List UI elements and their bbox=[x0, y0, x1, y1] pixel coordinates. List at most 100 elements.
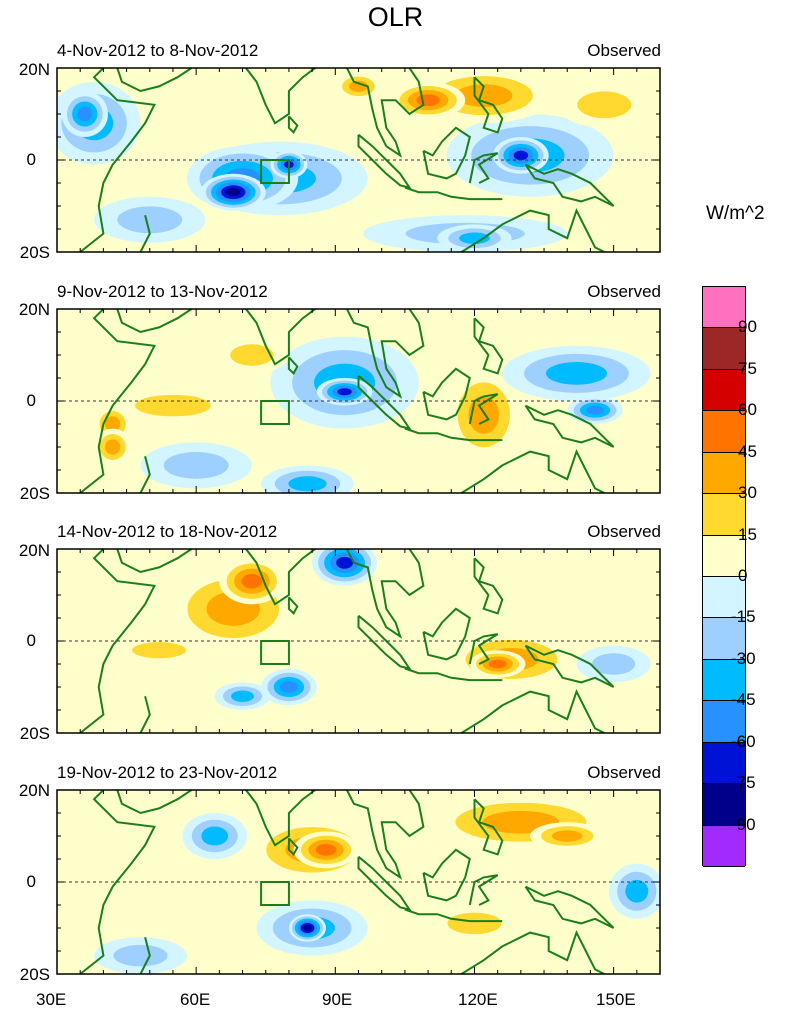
colorbar-segment bbox=[703, 287, 745, 329]
panel-2-lat-20n: 20N bbox=[18, 300, 50, 319]
coastline bbox=[459, 930, 605, 974]
coastline bbox=[345, 790, 425, 880]
coastline bbox=[357, 855, 412, 912]
coastline bbox=[468, 393, 499, 425]
positive-anomaly bbox=[416, 94, 440, 107]
colorbar-label: 30 bbox=[738, 483, 757, 503]
coastline bbox=[468, 874, 499, 906]
colorbar-label: -30 bbox=[731, 648, 756, 668]
coastline bbox=[524, 885, 615, 929]
panel-3-lat-20s: 20S bbox=[19, 724, 50, 743]
colorbar-segment bbox=[703, 535, 745, 577]
map-panel-3 bbox=[56, 548, 661, 734]
lon-label-120e: 120E bbox=[458, 990, 498, 1009]
panel-4-lat-20s: 20S bbox=[19, 965, 50, 984]
coastline bbox=[524, 404, 615, 448]
coastline bbox=[287, 837, 299, 857]
negative-anomaly bbox=[586, 405, 604, 415]
coastline bbox=[79, 549, 156, 733]
coastline bbox=[139, 214, 151, 252]
coastline bbox=[116, 309, 193, 334]
coastline bbox=[79, 790, 156, 974]
colorbar-label: -75 bbox=[731, 773, 756, 793]
coastline bbox=[287, 356, 299, 376]
positive-anomaly bbox=[105, 439, 121, 455]
coastline bbox=[473, 557, 504, 615]
coastline bbox=[116, 790, 193, 815]
panel-2-period: 9-Nov-2012 to 13-Nov-2012 bbox=[57, 282, 268, 301]
coastline bbox=[459, 689, 605, 733]
coastline bbox=[357, 614, 412, 671]
region-box bbox=[260, 159, 290, 184]
negative-anomaly bbox=[459, 232, 490, 244]
panel-2-lat-20s: 20S bbox=[19, 484, 50, 503]
lon-label-150e: 150E bbox=[596, 990, 636, 1009]
colorbar-segment bbox=[703, 328, 745, 370]
colorbar-segment bbox=[703, 452, 745, 495]
positive-anomaly bbox=[131, 642, 187, 659]
panel-4-lat-0: 0 bbox=[26, 872, 36, 891]
coastline bbox=[139, 936, 151, 974]
coastline bbox=[468, 152, 499, 184]
colorbar-segment bbox=[703, 411, 745, 453]
colorbar-label: -45 bbox=[731, 690, 756, 710]
coastline bbox=[459, 208, 605, 252]
colorbar-label: 60 bbox=[738, 400, 757, 420]
positive-anomaly bbox=[105, 416, 121, 432]
panel-1-period: 4-Nov-2012 to 8-Nov-2012 bbox=[57, 41, 259, 60]
coastline bbox=[287, 596, 299, 616]
positive-anomaly bbox=[455, 84, 513, 107]
colorbar-label: 15 bbox=[738, 524, 757, 544]
panel-3-lat-0: 0 bbox=[26, 631, 36, 650]
coastline bbox=[404, 908, 503, 923]
positive-anomaly bbox=[348, 80, 369, 93]
colorbar-label: -15 bbox=[731, 607, 756, 627]
region-box bbox=[260, 881, 290, 906]
lon-label-90e: 90E bbox=[322, 990, 353, 1009]
negative-anomaly bbox=[77, 106, 93, 122]
panel-1-lat-20s: 20S bbox=[19, 243, 50, 262]
map-panel-2 bbox=[56, 308, 661, 494]
negative-anomaly bbox=[336, 556, 354, 569]
map-panel-1 bbox=[56, 67, 661, 253]
negative-anomaly bbox=[625, 879, 649, 903]
colorbar-segment bbox=[703, 742, 745, 785]
coastline bbox=[357, 133, 412, 190]
coastline bbox=[404, 667, 503, 682]
colorbar-segment bbox=[703, 494, 745, 536]
negative-anomaly bbox=[231, 690, 254, 702]
coastline bbox=[287, 115, 299, 135]
panel-1-lat-20n: 20N bbox=[18, 60, 50, 79]
colorbar-label: 0 bbox=[738, 566, 748, 585]
colorbar-segment bbox=[703, 577, 745, 619]
coastline bbox=[404, 186, 503, 201]
panel-4-tag: Observed bbox=[587, 763, 661, 782]
coastline bbox=[139, 455, 151, 493]
coastline bbox=[345, 68, 425, 158]
positive-anomaly bbox=[135, 394, 211, 417]
negative-anomaly bbox=[513, 150, 529, 161]
coastline bbox=[524, 163, 615, 207]
colorbar-segment bbox=[703, 825, 745, 867]
negative-anomaly bbox=[591, 653, 636, 675]
negative-anomaly bbox=[288, 476, 327, 492]
panel-2-lat-0: 0 bbox=[26, 391, 36, 410]
colorbar-label: 90 bbox=[738, 317, 757, 337]
positive-anomaly bbox=[241, 573, 263, 589]
colorbar-segment bbox=[703, 659, 745, 702]
coastline bbox=[468, 633, 499, 665]
coastline bbox=[459, 449, 605, 493]
coastline bbox=[473, 317, 504, 375]
coastline bbox=[357, 374, 412, 431]
colorbar bbox=[702, 286, 746, 867]
colorbar-label: -90 bbox=[731, 814, 756, 834]
coastline bbox=[345, 549, 425, 639]
positive-anomaly bbox=[230, 344, 274, 366]
negative-anomaly bbox=[280, 681, 298, 693]
colorbar-label: 45 bbox=[738, 441, 757, 461]
panel-1-lat-0: 0 bbox=[26, 150, 36, 169]
colorbar-segment bbox=[703, 784, 745, 826]
positive-anomaly bbox=[468, 395, 500, 434]
coastline bbox=[422, 367, 471, 421]
